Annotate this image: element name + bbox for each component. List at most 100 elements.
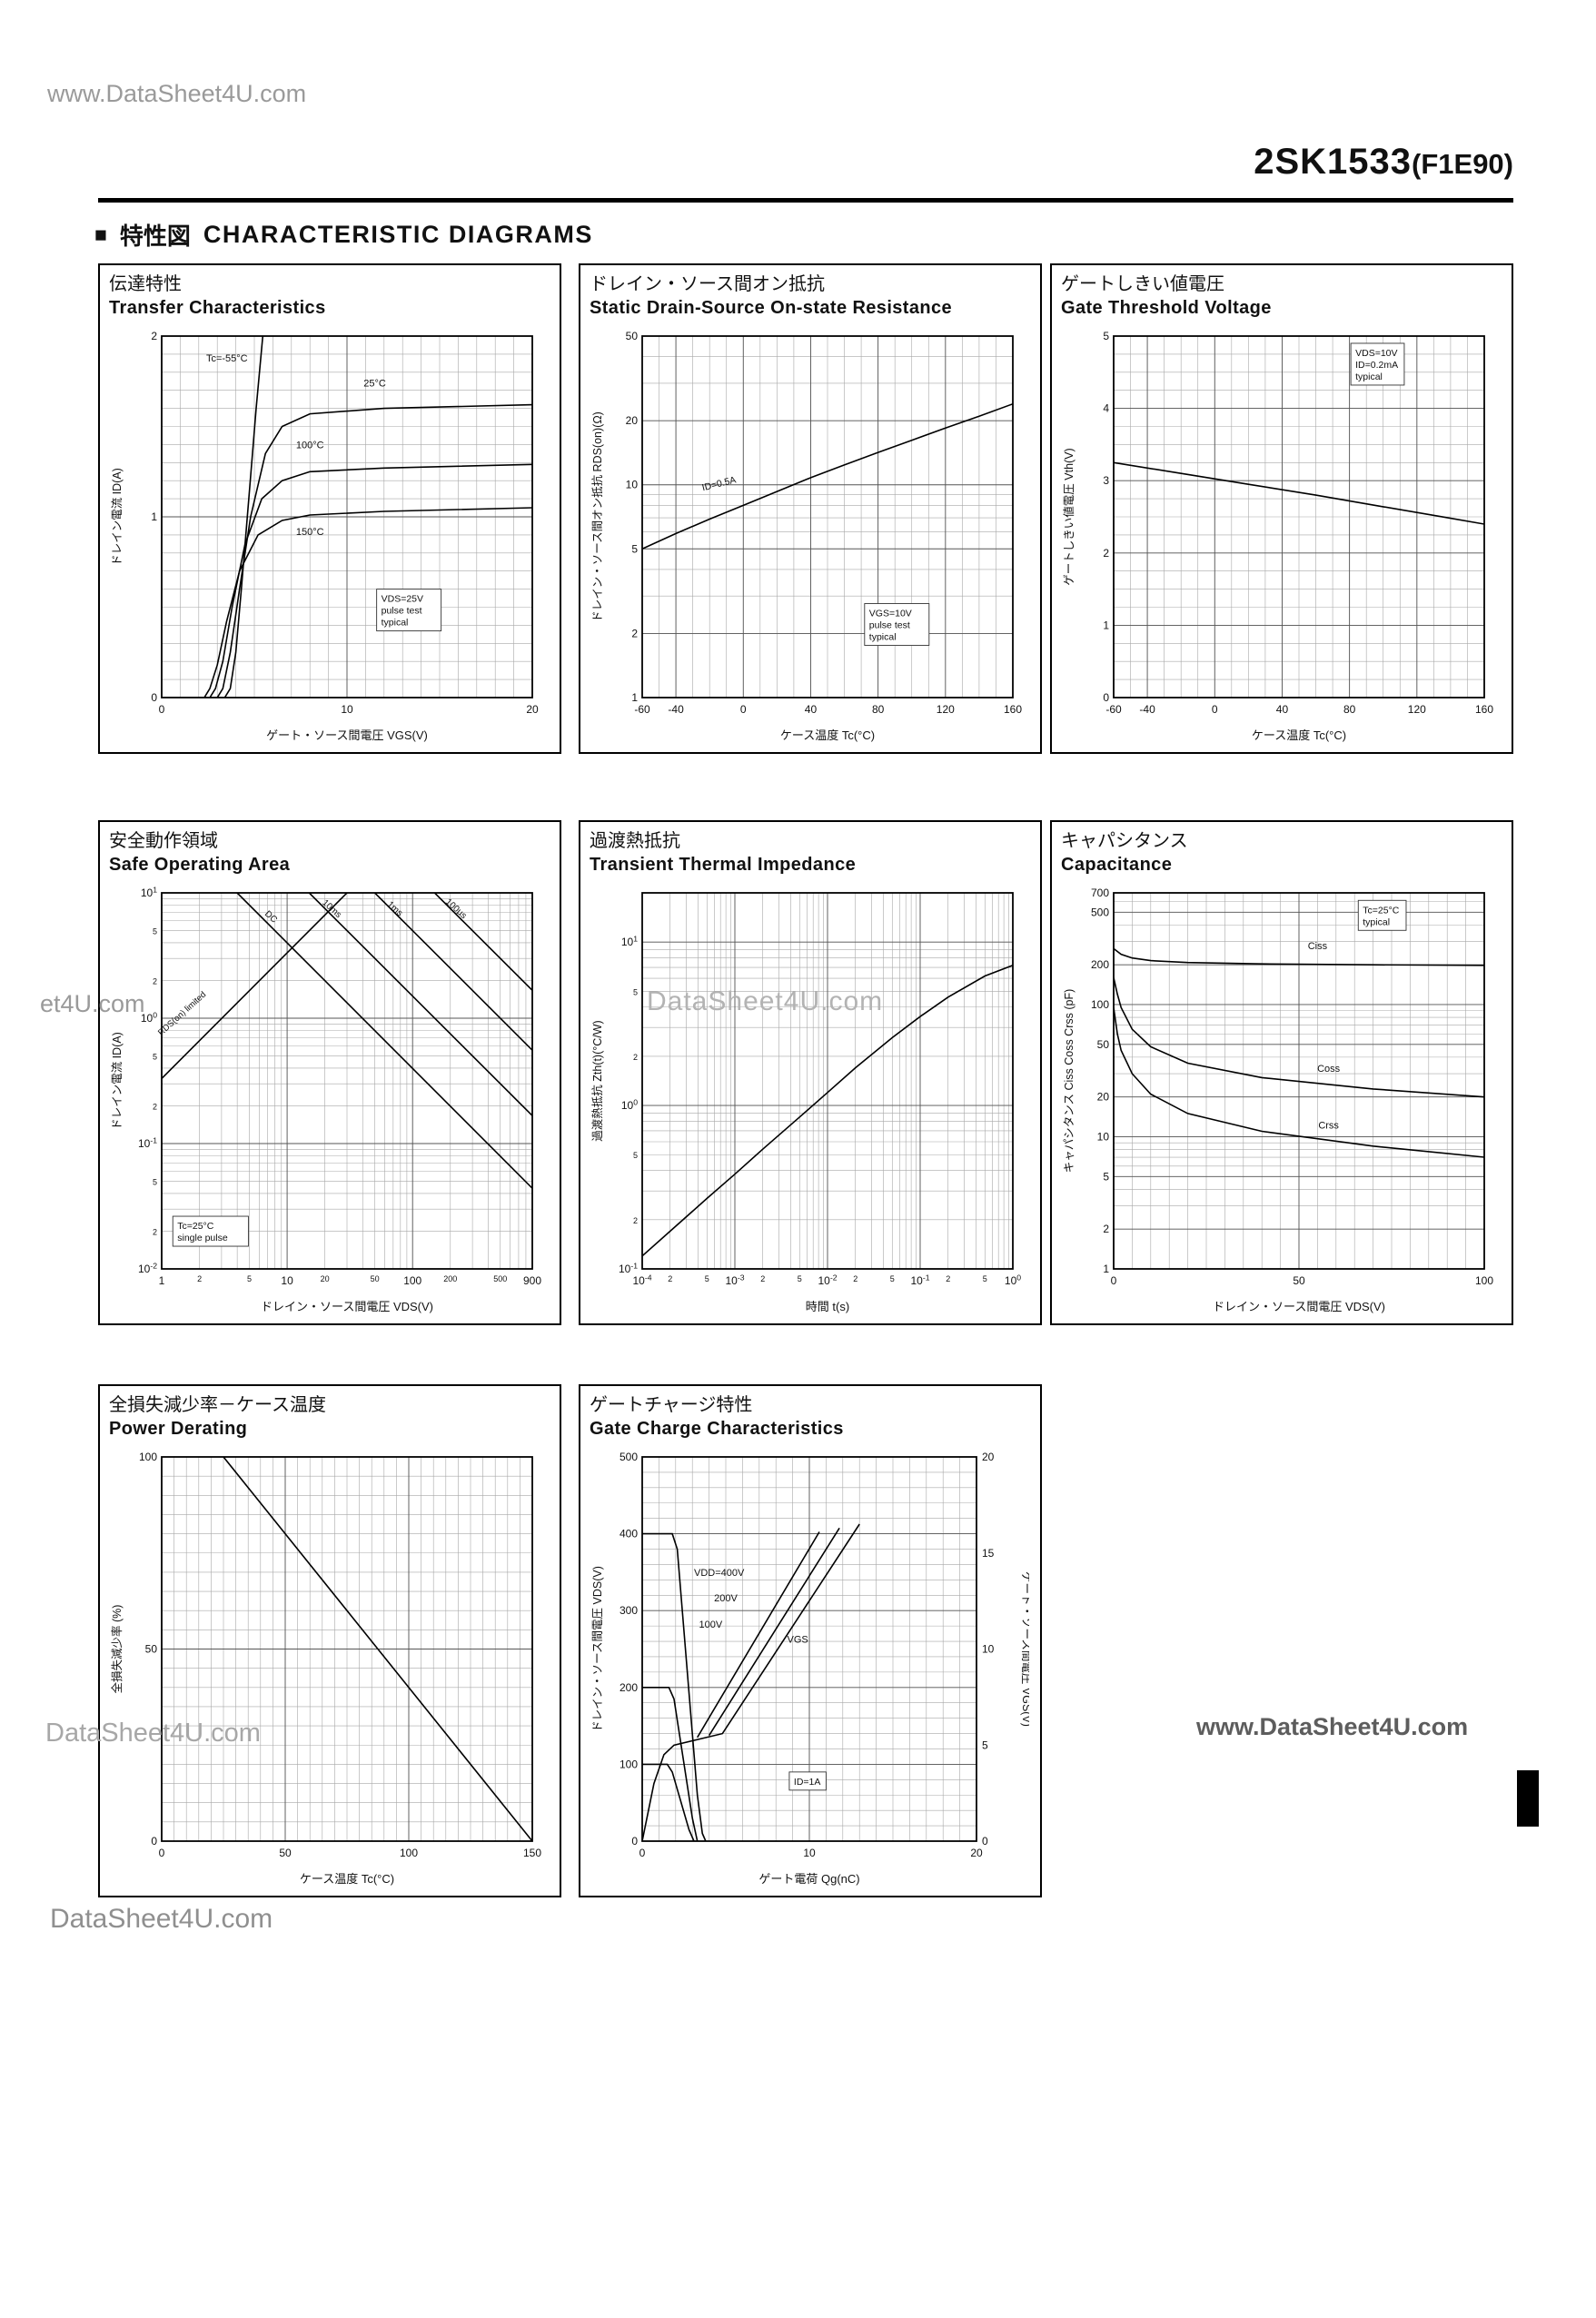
chart-capacitance: 0 50 100 700 500 200 100 50 20 10 5 2 1 ドレイン・ソース間電圧 V… xyxy=(1061,878,1501,1316)
watermark-bottom-left: DataSheet4U.com xyxy=(50,1904,273,1934)
svg-text:-60: -60 xyxy=(1105,703,1122,716)
svg-text:5: 5 xyxy=(247,1274,252,1283)
panel-title-en: Transient Thermal Impedance xyxy=(590,855,857,875)
svg-text:160: 160 xyxy=(1004,703,1022,716)
svg-text:ドレイン電流 ID(A): ドレイン電流 ID(A) xyxy=(111,1032,124,1130)
svg-text:ID=0.2mA: ID=0.2mA xyxy=(1355,360,1398,371)
svg-text:ID=1A: ID=1A xyxy=(794,1777,820,1788)
svg-text:キャパシタンス Ciss Coss Crss (pF): キャパシタンス Ciss Coss Crss (pF) xyxy=(1063,989,1076,1174)
svg-text:200: 200 xyxy=(1091,958,1109,971)
svg-text:5: 5 xyxy=(153,1053,157,1062)
svg-text:0: 0 xyxy=(1111,1274,1117,1287)
svg-text:10-1: 10-1 xyxy=(619,1261,638,1275)
svg-text:100: 100 xyxy=(141,1010,157,1025)
svg-text:2: 2 xyxy=(197,1274,202,1283)
svg-text:700: 700 xyxy=(1091,887,1109,899)
svg-text:10: 10 xyxy=(341,703,353,716)
svg-text:RDS(on) limited: RDS(on) limited xyxy=(156,990,208,1038)
panel-gate-charge: ゲートチャージ特性 Gate Charge Characteristics 0 1… xyxy=(579,1384,1042,1897)
svg-text:200: 200 xyxy=(620,1681,638,1694)
svg-text:0: 0 xyxy=(151,1835,157,1847)
panel-transfer-characteristics: 伝達特性 Transfer Characteristics 0 10 20 0 1 2 ゲー… xyxy=(98,263,561,754)
svg-text:100: 100 xyxy=(621,1098,638,1113)
svg-text:2: 2 xyxy=(1103,547,1109,560)
svg-text:2: 2 xyxy=(853,1274,857,1283)
svg-text:2: 2 xyxy=(1103,1223,1109,1235)
svg-text:10: 10 xyxy=(1097,1130,1110,1143)
svg-text:20: 20 xyxy=(526,703,539,716)
svg-text:40: 40 xyxy=(805,703,818,716)
svg-text:120: 120 xyxy=(937,703,955,716)
svg-text:VGS: VGS xyxy=(788,1635,808,1646)
scan-artifact-mark xyxy=(1517,1770,1539,1827)
svg-text:typical: typical xyxy=(382,618,409,629)
svg-text:1ms: 1ms xyxy=(385,899,404,918)
panel-title-jp: 全損失減少率－ケース温度 xyxy=(109,1395,326,1415)
svg-text:15: 15 xyxy=(982,1547,995,1560)
svg-text:10-2: 10-2 xyxy=(818,1273,837,1287)
svg-text:2: 2 xyxy=(760,1274,765,1283)
svg-text:ゲート電荷 Qg(nC): ゲート電荷 Qg(nC) xyxy=(758,1872,859,1886)
svg-text:2: 2 xyxy=(633,1053,638,1062)
svg-text:ドレイン・ソース間電圧 VDS(V): ドレイン・ソース間電圧 VDS(V) xyxy=(1213,1300,1385,1313)
svg-text:-40: -40 xyxy=(1139,703,1155,716)
svg-text:2: 2 xyxy=(151,330,157,342)
svg-text:5: 5 xyxy=(1103,330,1109,342)
svg-text:100µs: 100µs xyxy=(443,897,469,922)
svg-text:150°C: 150°C xyxy=(296,527,324,538)
panel-title-jp: 過渡熱抵抗 xyxy=(590,831,680,851)
svg-text:150: 150 xyxy=(523,1847,541,1859)
part-number: 2SK1533 xyxy=(1254,142,1413,182)
svg-text:VDD=400V: VDD=400V xyxy=(694,1568,745,1579)
watermark-top-left: www.DataSheet4U.com xyxy=(47,80,307,107)
svg-text:3: 3 xyxy=(1103,474,1109,487)
svg-text:ゲート・ソース間電圧 VGS(V): ゲート・ソース間電圧 VGS(V) xyxy=(266,728,428,742)
svg-text:10-2: 10-2 xyxy=(138,1261,157,1275)
svg-text:全損失減少率 (%): 全損失減少率 (%) xyxy=(110,1605,124,1694)
svg-text:5: 5 xyxy=(633,987,638,996)
panel-title-en: Power Derating xyxy=(109,1419,248,1439)
svg-text:100: 100 xyxy=(620,1758,638,1770)
watermark-lower-right: www.DataSheet4U.com xyxy=(1196,1713,1469,1740)
svg-text:Ciss: Ciss xyxy=(1308,941,1328,952)
svg-text:20: 20 xyxy=(626,414,639,427)
chart-on-state-resistance: -60 -40 0 40 80 120 160 50 20 10 5 2 1 ケース温度 Tc(°C) ドレ… xyxy=(590,322,1029,745)
svg-text:ゲート・ソース間電圧 VGS(V): ゲート・ソース間電圧 VGS(V) xyxy=(1020,1571,1029,1727)
svg-text:5: 5 xyxy=(1103,1170,1109,1183)
svg-text:10-3: 10-3 xyxy=(725,1273,744,1287)
svg-text:100V: 100V xyxy=(699,1620,723,1630)
svg-text:ケース温度 Tc(°C): ケース温度 Tc(°C) xyxy=(780,728,875,742)
panel-title-en: Gate Charge Characteristics xyxy=(590,1419,844,1439)
svg-text:10-1: 10-1 xyxy=(138,1135,157,1150)
svg-text:VDS=25V: VDS=25V xyxy=(382,594,423,605)
panel-title-en: Transfer Characteristics xyxy=(109,298,326,318)
svg-text:0: 0 xyxy=(639,1847,646,1859)
svg-text:10-1: 10-1 xyxy=(910,1273,929,1287)
black-square-icon: ■ xyxy=(94,223,107,246)
svg-text:-60: -60 xyxy=(634,703,650,716)
svg-text:過渡熱抵抗 Zth(t)(°C/W): 過渡熱抵抗 Zth(t)(°C/W) xyxy=(590,1020,604,1141)
svg-text:2: 2 xyxy=(631,627,638,639)
svg-text:100: 100 xyxy=(1475,1274,1493,1287)
svg-text:0: 0 xyxy=(151,691,157,704)
svg-text:50: 50 xyxy=(626,330,639,342)
svg-text:100°C: 100°C xyxy=(296,440,324,451)
page-title: 2SK1533(F1E90) xyxy=(1254,142,1513,183)
svg-text:-40: -40 xyxy=(668,703,684,716)
svg-text:5: 5 xyxy=(633,1151,638,1160)
svg-text:2: 2 xyxy=(153,976,157,986)
svg-text:100: 100 xyxy=(139,1451,157,1463)
svg-text:80: 80 xyxy=(872,703,885,716)
svg-text:10-4: 10-4 xyxy=(632,1273,651,1287)
svg-text:50: 50 xyxy=(1097,1038,1110,1051)
svg-text:single pulse: single pulse xyxy=(177,1233,228,1243)
svg-text:160: 160 xyxy=(1475,703,1493,716)
svg-text:40: 40 xyxy=(1276,703,1289,716)
svg-text:pulse test: pulse test xyxy=(382,606,422,617)
svg-text:VGS=10V: VGS=10V xyxy=(869,609,912,619)
svg-text:Tc=-55°C: Tc=-55°C xyxy=(206,353,248,364)
svg-text:VDS=10V: VDS=10V xyxy=(1355,348,1397,359)
svg-text:時間 t(s): 時間 t(s) xyxy=(806,1300,849,1313)
svg-text:400: 400 xyxy=(620,1528,638,1540)
panel-title-jp: キャパシタンス xyxy=(1061,831,1188,851)
